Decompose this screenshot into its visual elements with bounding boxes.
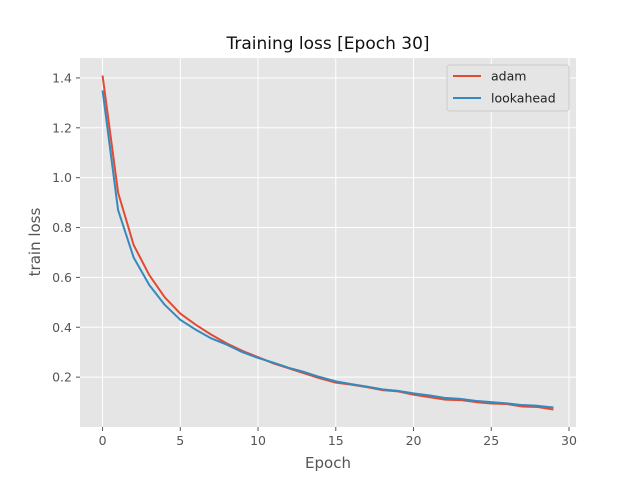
legend-label-lookahead: lookahead bbox=[491, 91, 556, 106]
legend: adam lookahead bbox=[446, 64, 570, 112]
x-tick-label: 10 bbox=[250, 433, 266, 448]
y-axis-label: train loss bbox=[26, 207, 44, 276]
y-tick-label: 0.4 bbox=[52, 320, 72, 335]
x-tick-label: 30 bbox=[561, 433, 577, 448]
y-tick-label: 0.8 bbox=[52, 220, 72, 235]
y-tick-label: 1.2 bbox=[52, 120, 72, 135]
ticks: 0 5 10 15 20 25 30 0.2 0.4 0.6 0.8 1.0 1.2 1.4 bbox=[52, 70, 577, 448]
x-tick-label: 20 bbox=[406, 433, 422, 448]
x-axis-label: Epoch bbox=[305, 454, 351, 472]
series-line-adam bbox=[101, 75, 554, 411]
series-lines bbox=[101, 75, 554, 411]
series-line-lookahead bbox=[101, 90, 554, 409]
x-tick-label: 15 bbox=[328, 433, 344, 448]
y-tick-label: 0.6 bbox=[52, 270, 72, 285]
chart-title: Training loss [Epoch 30] bbox=[225, 34, 429, 54]
x-tick-label: 25 bbox=[483, 433, 499, 448]
legend-label-adam: adam bbox=[491, 69, 526, 84]
x-tick-label: 5 bbox=[176, 433, 184, 448]
plot-area bbox=[80, 58, 576, 427]
y-tick-label: 0.2 bbox=[52, 370, 72, 385]
x-tick-label: 0 bbox=[99, 433, 107, 448]
y-tick-label: 1.4 bbox=[52, 70, 72, 85]
y-tick-label: 1.0 bbox=[52, 170, 72, 185]
